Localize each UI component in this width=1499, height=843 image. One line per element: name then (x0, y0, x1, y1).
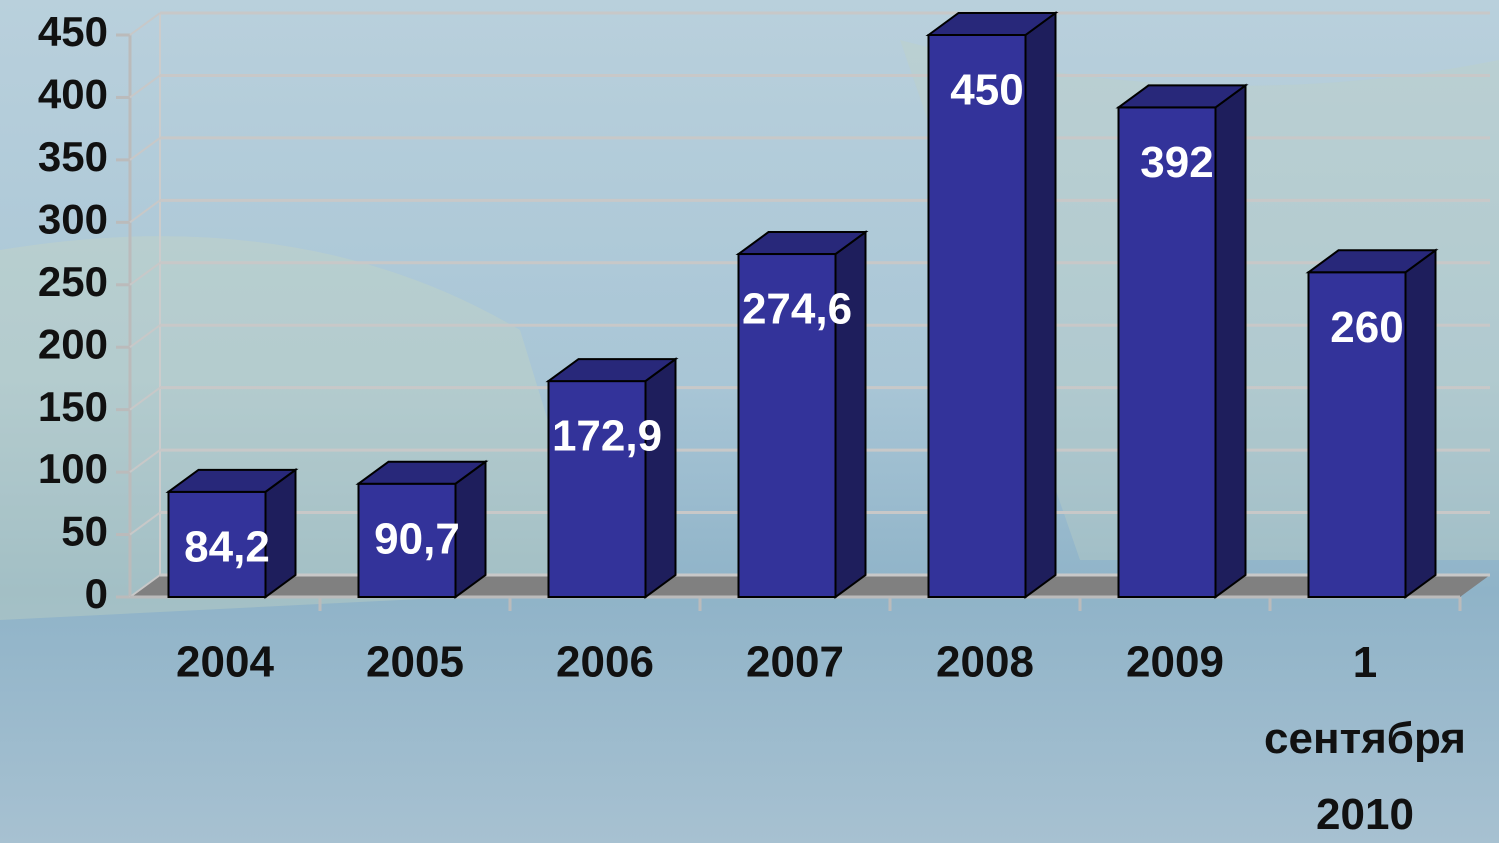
value-label: 260 (1330, 303, 1403, 352)
bar-side (1406, 250, 1436, 597)
x-tick-label: 2009 (1126, 638, 1224, 687)
value-label: 84,2 (184, 522, 270, 571)
bar-side (456, 462, 486, 597)
y-tick-label: 100 (38, 445, 108, 492)
y-tick-label: 350 (38, 133, 108, 180)
y-tick-label: 250 (38, 258, 108, 305)
value-label: 450 (950, 66, 1023, 115)
value-label: 172,9 (552, 412, 662, 461)
y-tick-label: 400 (38, 71, 108, 118)
x-tick-label: 2004 (176, 638, 274, 687)
bar-side (646, 359, 676, 597)
x-tick-label: 2008 (936, 638, 1034, 687)
x-tick-label: 2006 (556, 638, 654, 687)
y-tick-label: 150 (38, 383, 108, 430)
y-tick-label: 450 (38, 8, 108, 55)
y-tick-label: 50 (61, 508, 108, 555)
x-tick-label: 2005 (366, 638, 464, 687)
bar-side (1026, 13, 1056, 597)
value-label: 90,7 (374, 514, 460, 563)
x-tick-label: 2007 (746, 638, 844, 687)
y-tick-label: 0 (85, 570, 108, 617)
chart: 0 50 100 150 200 250 300 350 400 450 2004 84,2 2005 9… (0, 0, 1499, 843)
bar (549, 359, 676, 597)
value-label: 392 (1140, 138, 1213, 187)
y-tick-label: 200 (38, 320, 108, 367)
bar-front (929, 35, 1026, 597)
y-tick-label: 300 (38, 195, 108, 242)
bar-side (1216, 85, 1246, 597)
value-label: 274,6 (742, 285, 852, 334)
